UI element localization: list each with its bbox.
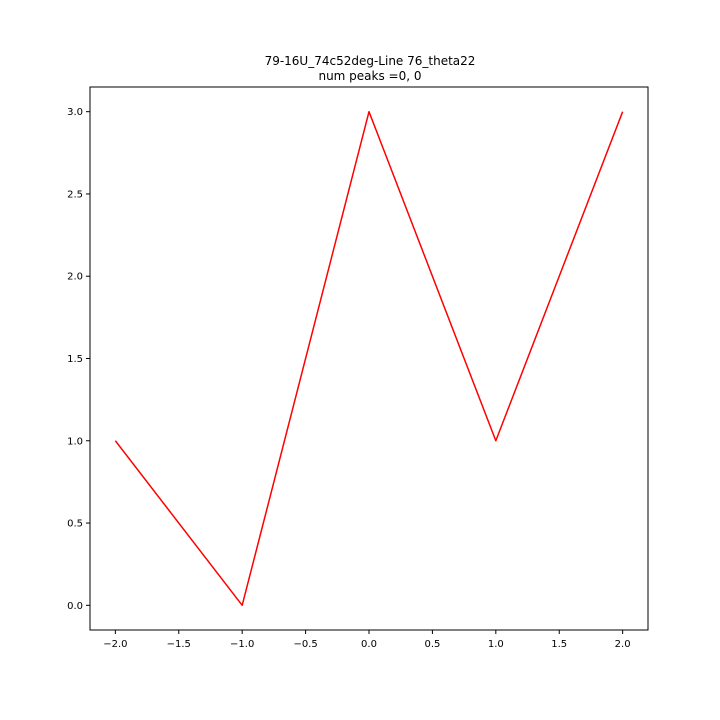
x-tick-label: −1.5 <box>167 639 191 650</box>
y-tick-label: 0.5 <box>67 519 83 530</box>
ticks-layer: −2.0 −1.5 −1.0 −0.5 0.0 0.5 1.0 1.5 2.0 0.0 0.5 1.0… <box>67 107 630 650</box>
y-tick-label: 2.5 <box>67 189 83 200</box>
x-tick-label: 1.5 <box>551 639 567 650</box>
y-tick-label: 1.5 <box>67 354 83 365</box>
x-tick-label: 0.0 <box>361 639 377 650</box>
series-layer <box>114 110 624 607</box>
chart-subtitle: num peaks =0, 0 <box>318 69 422 83</box>
x-tick-label: −1.0 <box>230 639 254 650</box>
y-tick-label: 1.0 <box>67 436 83 447</box>
y-tick-label: 0.0 <box>67 601 83 612</box>
x-tick-label: 2.0 <box>615 639 631 650</box>
x-tick-label: 1.0 <box>488 639 504 650</box>
chart-title: 79-16U_74c52deg-Line 76_theta22 <box>264 54 476 68</box>
y-tick-label: 2.0 <box>67 272 83 283</box>
plot-frame <box>89 86 649 631</box>
y-tick-label: 3.0 <box>67 107 83 118</box>
x-tick-label: −2.0 <box>103 639 127 650</box>
series-line <box>114 110 624 607</box>
x-tick-label: −0.5 <box>293 639 317 650</box>
x-tick-label: 0.5 <box>424 639 440 650</box>
